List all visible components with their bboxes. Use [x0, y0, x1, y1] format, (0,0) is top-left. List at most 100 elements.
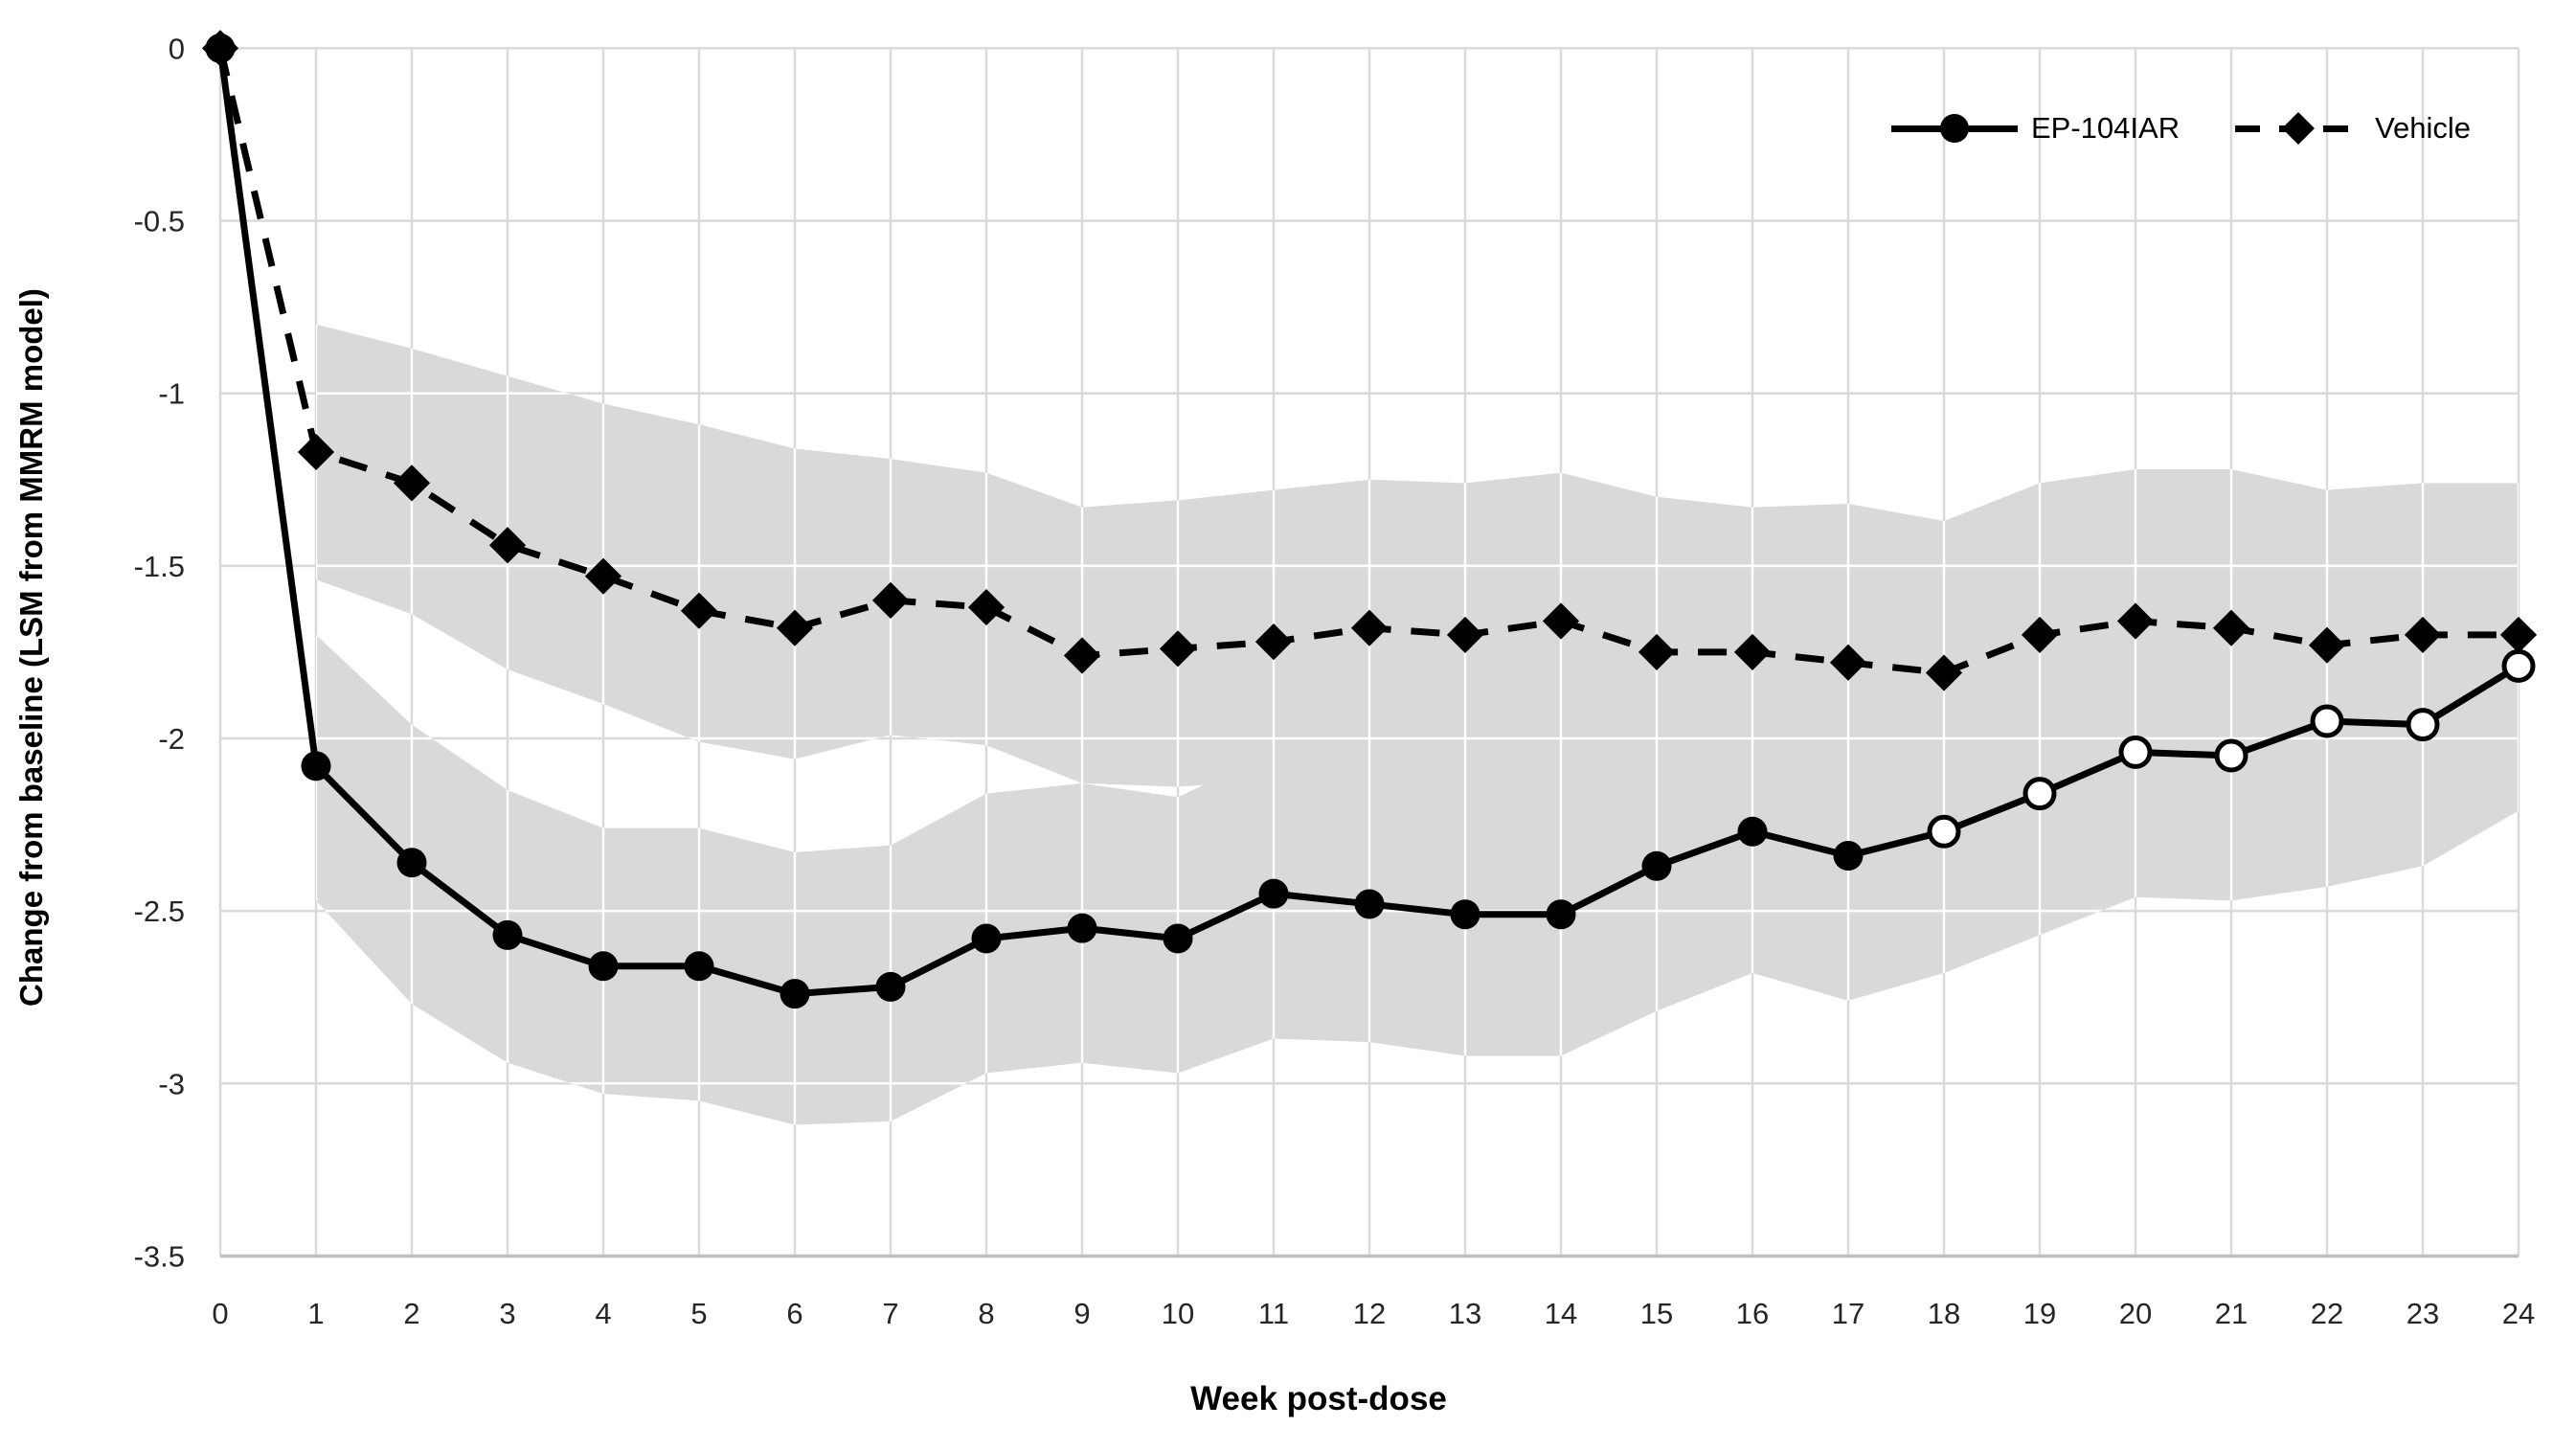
- vehicle-diamond-marker: [1350, 609, 1389, 646]
- vehicle-diamond-marker: [1542, 602, 1580, 640]
- x-tick-label: 7: [882, 1297, 898, 1330]
- x-tick-label: 21: [2215, 1297, 2248, 1330]
- legend-solid-line-sample: [1891, 111, 2018, 146]
- data-series: [201, 30, 2538, 1009]
- ep-open-circle-marker: [1927, 814, 1961, 849]
- vehicle-diamond-marker: [584, 557, 622, 595]
- x-axis-title: Week post-dose: [1190, 1380, 1447, 1417]
- y-tick-label: -1.5: [134, 550, 185, 583]
- x-tick-label: 14: [1545, 1297, 1577, 1330]
- x-tick-label: 19: [2023, 1297, 2056, 1330]
- x-tick-label: 18: [1928, 1297, 1960, 1330]
- vehicle-diamond-marker: [2116, 602, 2155, 640]
- ep-filled-circle-marker: [780, 979, 810, 1009]
- ep-filled-circle-marker: [1737, 816, 1768, 847]
- y-tick-label: -2: [158, 722, 185, 756]
- x-tick-label: 16: [1736, 1297, 1769, 1330]
- legend-dashed-line-sample: [2235, 111, 2362, 146]
- x-tick-label: 5: [690, 1297, 707, 1330]
- vehicle-diamond-marker: [1733, 633, 1772, 671]
- vehicle-diamond-marker: [1063, 637, 1101, 674]
- vehicle-diamond-marker: [967, 588, 1006, 626]
- y-tick-label: -2.5: [134, 895, 185, 928]
- x-tick-label: 22: [2311, 1297, 2343, 1330]
- ep-filled-circle-marker: [1258, 878, 1289, 909]
- x-tick-label: 2: [403, 1297, 419, 1330]
- ep-filled-circle-marker: [301, 751, 331, 782]
- vehicle-diamond-marker: [488, 527, 527, 564]
- y-axis-ticks: 0 -0.5 -1 -1.5 -2 -2.5 -3 -3.5: [134, 32, 185, 1273]
- x-tick-label: 11: [1258, 1297, 1289, 1330]
- vehicle-diamond-marker: [776, 609, 814, 646]
- ep-filled-circle-marker: [588, 951, 619, 982]
- filled-diamond-icon: [2282, 112, 2316, 145]
- vehicle-diamond-marker: [2404, 616, 2442, 654]
- legend-label-ep104iar: EP-104IAR: [2031, 111, 2181, 145]
- confidence-bands: [316, 324, 2519, 1125]
- ep-filled-circle-marker: [875, 971, 906, 1002]
- ep-filled-circle-marker: [1163, 923, 1193, 954]
- ep-open-circle-marker: [2310, 704, 2344, 738]
- ep-open-circle-marker: [2118, 735, 2153, 769]
- x-axis-ticks: 0 1 2 3 4 5 6 7 8 9 10 11 12 13 14 15 16 17 18 19 20 21 22 23 24: [212, 1297, 2535, 1330]
- vehicle-diamond-marker: [1159, 630, 1197, 668]
- x-tick-label: 20: [2119, 1297, 2152, 1330]
- legend-item-vehicle: Vehicle: [2235, 111, 2471, 146]
- legend: EP-104IAR Vehicle: [1891, 111, 2471, 146]
- x-tick-label: 1: [307, 1297, 324, 1330]
- vehicle-diamond-marker: [871, 581, 910, 619]
- x-tick-label: 24: [2502, 1297, 2535, 1330]
- x-tick-label: 10: [1162, 1297, 1194, 1330]
- ep-filled-circle-marker: [971, 923, 1002, 954]
- vehicle-diamond-marker: [1254, 623, 1293, 661]
- legend-label-vehicle: Vehicle: [2375, 111, 2472, 145]
- vehicle-diamond-marker: [1829, 644, 1867, 681]
- vehicle-diamond-marker: [201, 30, 239, 67]
- confidence-band: [316, 524, 2519, 1125]
- vehicle-diamond-marker: [2499, 616, 2538, 654]
- x-tick-label: 13: [1449, 1297, 1481, 1330]
- x-tick-label: 23: [2407, 1297, 2439, 1330]
- y-tick-label: -3.5: [134, 1239, 185, 1273]
- vehicle-diamond-marker: [2308, 626, 2346, 664]
- legend-item-ep104iar: EP-104IAR: [1891, 111, 2180, 146]
- x-tick-label: 0: [212, 1297, 228, 1330]
- vehicle-diamond-marker: [2021, 616, 2059, 654]
- ep-filled-circle-marker: [1450, 899, 1480, 930]
- x-tick-label: 17: [1832, 1297, 1864, 1330]
- x-tick-label: 12: [1353, 1297, 1386, 1330]
- vehicle-diamond-marker: [393, 464, 431, 502]
- y-tick-label: -0.5: [134, 205, 185, 238]
- y-tick-label: -1: [158, 377, 185, 411]
- ep-filled-circle-marker: [684, 951, 714, 982]
- x-tick-label: 8: [978, 1297, 994, 1330]
- vehicle-diamond-marker: [1638, 633, 1676, 671]
- ep-filled-circle-marker: [1546, 899, 1576, 930]
- x-tick-label: 3: [499, 1297, 515, 1330]
- filled-circle-icon: [1940, 114, 1969, 143]
- ep-open-circle-marker: [2214, 738, 2248, 773]
- x-tick-label: 6: [786, 1297, 802, 1330]
- ep-filled-circle-marker: [1833, 841, 1864, 872]
- vehicle-diamond-marker: [680, 592, 718, 629]
- y-axis-title: Change from baseline (LSM from MMRM mode…: [13, 288, 49, 1007]
- ep-filled-circle-marker: [492, 919, 523, 950]
- x-tick-label: 9: [1073, 1297, 1090, 1330]
- vehicle-diamond-marker: [2212, 609, 2250, 646]
- ep-open-circle-marker: [2022, 777, 2057, 811]
- ep-filled-circle-marker: [1641, 850, 1672, 881]
- x-tick-label: 4: [595, 1297, 611, 1330]
- ep-open-circle-marker: [2501, 648, 2536, 683]
- ep-filled-circle-marker: [1354, 889, 1385, 919]
- vehicle-diamond-marker: [297, 433, 335, 471]
- vehicle-diamond-marker: [1925, 654, 1963, 691]
- ep-filled-circle-marker: [396, 848, 427, 878]
- y-tick-label: -3: [158, 1067, 185, 1100]
- y-tick-label: 0: [169, 32, 185, 65]
- ep-open-circle-marker: [2406, 708, 2440, 742]
- x-tick-label: 15: [1640, 1297, 1673, 1330]
- ep-filled-circle-marker: [1067, 913, 1097, 943]
- vehicle-diamond-marker: [1446, 616, 1484, 654]
